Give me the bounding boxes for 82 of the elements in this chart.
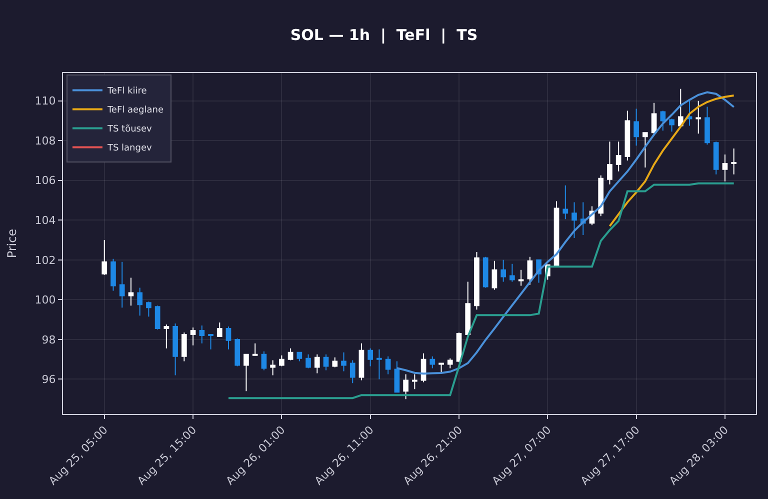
legend-label: TS langev bbox=[106, 144, 153, 154]
candlestick bbox=[385, 356, 391, 375]
candlestick bbox=[172, 323, 178, 376]
candlestick bbox=[598, 174, 604, 217]
candlestick bbox=[562, 184, 568, 220]
y-tick-label: 102 bbox=[34, 254, 56, 267]
candlestick bbox=[216, 322, 222, 337]
candlestick bbox=[252, 342, 258, 356]
candlestick bbox=[199, 325, 205, 344]
candlestick bbox=[288, 348, 294, 361]
candlestick bbox=[412, 374, 418, 390]
candlestick bbox=[572, 202, 577, 239]
candlestick bbox=[713, 141, 719, 175]
candlestick bbox=[642, 132, 648, 168]
candlestick bbox=[146, 301, 152, 318]
candlestick bbox=[164, 324, 170, 349]
legend-label: TS tõusev bbox=[106, 124, 152, 135]
candlestick bbox=[731, 148, 737, 175]
line-series bbox=[608, 94, 735, 228]
candlestick bbox=[226, 326, 232, 350]
candlestick bbox=[403, 374, 408, 400]
candlestick bbox=[500, 259, 506, 282]
candlestick bbox=[110, 258, 116, 292]
candlestick bbox=[137, 287, 143, 316]
candlestick bbox=[474, 251, 480, 310]
candlestick bbox=[368, 348, 374, 367]
y-tick-label: 96 bbox=[42, 373, 56, 386]
candlestick bbox=[181, 332, 187, 362]
candlestick bbox=[314, 354, 320, 374]
candlestick bbox=[678, 88, 684, 126]
y-tick-label: 100 bbox=[34, 294, 56, 307]
candlestick bbox=[722, 154, 728, 182]
candlestick bbox=[306, 354, 311, 369]
candlestick bbox=[323, 354, 329, 371]
y-tick-label: 104 bbox=[34, 214, 56, 227]
candlestick bbox=[669, 118, 674, 132]
candlestick bbox=[686, 100, 692, 126]
line-series bbox=[396, 91, 735, 375]
candlestick bbox=[447, 358, 453, 369]
candlestick bbox=[128, 277, 134, 306]
candlestick bbox=[394, 360, 400, 393]
candlestick bbox=[696, 100, 702, 134]
y-axis-title: Price bbox=[5, 228, 20, 258]
candlestick bbox=[376, 348, 382, 380]
candlestick bbox=[261, 350, 267, 371]
y-tick-label: 108 bbox=[34, 134, 56, 148]
candlestick bbox=[332, 356, 338, 368]
y-tick-label: 106 bbox=[34, 174, 56, 188]
candlestick bbox=[341, 352, 346, 372]
candlestick bbox=[616, 141, 622, 172]
legend-label: TeFl aeglane bbox=[106, 106, 164, 116]
legend-label: TeFl kiire bbox=[106, 86, 148, 97]
candlestick bbox=[482, 256, 488, 288]
candlestick bbox=[270, 360, 276, 376]
candlestick bbox=[350, 360, 356, 384]
candlestick bbox=[510, 263, 515, 282]
candlestick bbox=[438, 362, 444, 373]
candlestick bbox=[154, 305, 160, 330]
candlestick bbox=[607, 141, 612, 185]
candlestick bbox=[518, 269, 524, 286]
candlestick bbox=[279, 354, 284, 367]
y-tick-label: 110 bbox=[34, 94, 56, 108]
candlestick bbox=[704, 106, 710, 146]
candlestick bbox=[358, 342, 364, 381]
candlestick bbox=[634, 108, 639, 146]
y-tick-label: 98 bbox=[42, 333, 56, 346]
candlestick bbox=[430, 356, 436, 369]
candlestick bbox=[492, 260, 498, 290]
line-series bbox=[227, 182, 735, 400]
candlestick bbox=[465, 281, 471, 336]
candlestick bbox=[651, 102, 657, 136]
chart-title: SOL — 1h | TeFl | TS bbox=[290, 26, 478, 44]
candlestick bbox=[660, 110, 666, 132]
candlestick bbox=[244, 354, 249, 392]
candlestick bbox=[119, 261, 125, 308]
candlestick bbox=[624, 110, 630, 161]
candlestick bbox=[102, 240, 108, 276]
candlestick bbox=[296, 352, 302, 362]
candlestick bbox=[190, 327, 196, 346]
candlestick bbox=[527, 256, 533, 286]
candlestick bbox=[234, 338, 240, 367]
candlestick bbox=[208, 334, 214, 350]
